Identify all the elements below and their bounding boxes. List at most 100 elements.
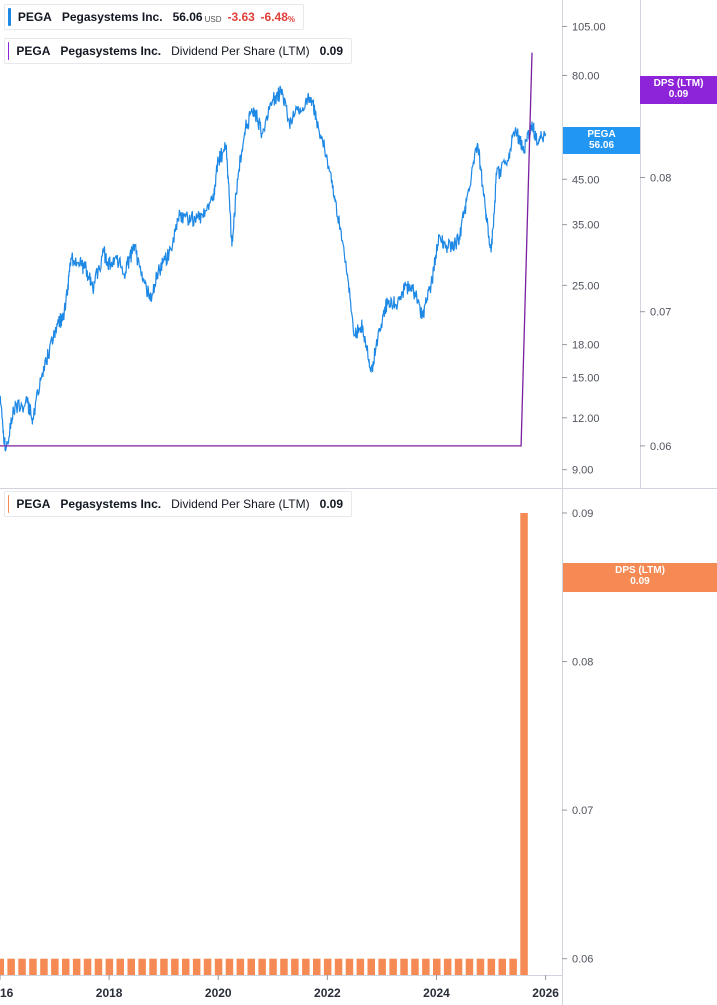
dps-bars-tag-label: DPS (LTM) [615,565,665,576]
dps-bar [334,958,343,975]
dps-bar [105,958,114,975]
dps-bar [411,958,419,975]
dps-bars-tag-value: 0.09 [630,576,650,587]
dps-bar [367,958,375,975]
dps-bar [203,958,212,975]
legend-price-value: 56.06 [172,10,203,24]
price-y-tick-label: 9.00 [572,465,593,477]
dps-bar [400,958,408,975]
dps-bar [29,958,37,975]
legend-dps-bars: PEGA Pegasystems Inc. Dividend Per Share… [4,491,352,517]
dps-bar [214,958,223,975]
price-y-tick-label: 105.00 [572,21,606,33]
price-y-tick-label: 18.00 [572,340,600,352]
legend-price: PEGA Pegasystems Inc. 56.06 USD -3.63 -6… [4,4,304,30]
dps-overlay-tag-value: 0.09 [668,89,689,100]
dps-bar [72,958,81,975]
x-tick-label: 2022 [314,986,341,1000]
dps-bar [0,958,4,975]
legend-price-change-pct: -6.48 [260,10,288,24]
legend-dps-overlay-swatch [8,42,10,60]
dps-bars-value-tag: DPS (LTM) 0.09 [563,563,717,592]
legend-price-pct-sign: % [287,14,295,24]
price-tag-label: PEGA [587,129,616,140]
dps-bar [149,958,157,975]
legend-dps-overlay-symbol: PEGA [16,44,51,58]
dps-bar [356,958,365,975]
legend-price-swatch [8,8,11,26]
price-last-value-tag: PEGA 56.06 [563,127,640,154]
dps-right-tick-label: 0.06 [650,441,671,453]
x-tick-label: 2020 [205,986,232,1000]
dps-bar [520,513,528,975]
x-tick-label: 16 [0,986,14,1000]
x-tick-label: 2026 [532,986,559,1000]
dps-bar [192,958,201,975]
dps-bar [225,958,234,975]
price-y-tick-label: 80.00 [572,70,600,82]
dps-bar [389,958,397,975]
dps-bar-y-tick-label: 0.07 [572,805,593,817]
legend-dps-overlay-company: Pegasystems Inc. [60,44,162,58]
price-y-tick-label: 45.00 [572,174,600,186]
dps-bar [160,958,168,975]
legend-dps-bars-company: Pegasystems Inc. [60,497,162,511]
dps-bar [280,958,288,975]
dps-bar [465,958,474,975]
dps-bar [487,958,496,975]
dps-bar [127,958,135,975]
dps-bar [40,958,48,975]
legend-dps-overlay-metric: Dividend Per Share (LTM) [171,44,310,58]
legend-dps-bars-value: 0.09 [319,497,343,511]
dps-bar [258,958,266,975]
legend-dps-bars-swatch [8,495,10,513]
dps-bar [345,958,354,975]
dps-bar [323,958,332,975]
dps-overlay-value-tag: DPS (LTM) 0.09 [640,76,717,104]
dps-bar [291,958,299,975]
legend-price-change: -3.63 [227,10,255,24]
legend-dps-bars-symbol: PEGA [16,497,51,511]
dps-right-tick-label: 0.08 [650,172,671,184]
dps-right-tick-label: 0.07 [650,307,671,319]
dps-bar [443,958,452,975]
dps-bar [51,958,59,975]
dps-bar [171,958,179,975]
dps-bar [83,958,92,975]
dps-bar [454,958,463,975]
x-tick-label: 2024 [423,986,450,1000]
dps-bar [378,958,386,975]
legend-dps-overlay-value: 0.09 [319,44,343,58]
dps-bar [116,958,124,975]
dps-bar [182,958,190,975]
dps-bar [269,958,277,975]
dps-bar [422,958,430,975]
legend-price-company: Pegasystems Inc. [61,10,163,24]
x-tick-label: 2018 [96,986,123,1000]
dps-bar [476,958,485,975]
price-y-tick-label: 12.00 [572,413,600,425]
dps-overlay-line [0,52,533,447]
legend-dps-bars-metric: Dividend Per Share (LTM) [171,497,310,511]
dps-bar-y-tick-label: 0.09 [572,508,593,520]
dps-bar [62,958,70,975]
legend-price-currency: USD [204,14,222,24]
dps-bar [247,958,255,975]
legend-dps-overlay: PEGA Pegasystems Inc. Dividend Per Share… [4,38,352,64]
legend-price-symbol: PEGA [17,10,52,24]
price-tag-value: 56.06 [588,140,615,151]
dps-bar [18,958,26,975]
dps-bar [498,958,506,975]
price-y-tick-label: 25.00 [572,280,600,292]
dps-bar [138,958,146,975]
price-series-line [0,85,547,452]
dps-bar [509,958,517,975]
dps-bar-y-tick-label: 0.08 [572,657,593,669]
dps-bar [7,958,15,975]
dps-bar [302,958,310,975]
dps-bar [313,958,321,975]
price-y-tick-label: 35.00 [572,220,600,232]
dps-bar-y-tick-label: 0.06 [572,954,593,966]
dps-bar [94,958,103,975]
dps-bar [236,958,245,975]
